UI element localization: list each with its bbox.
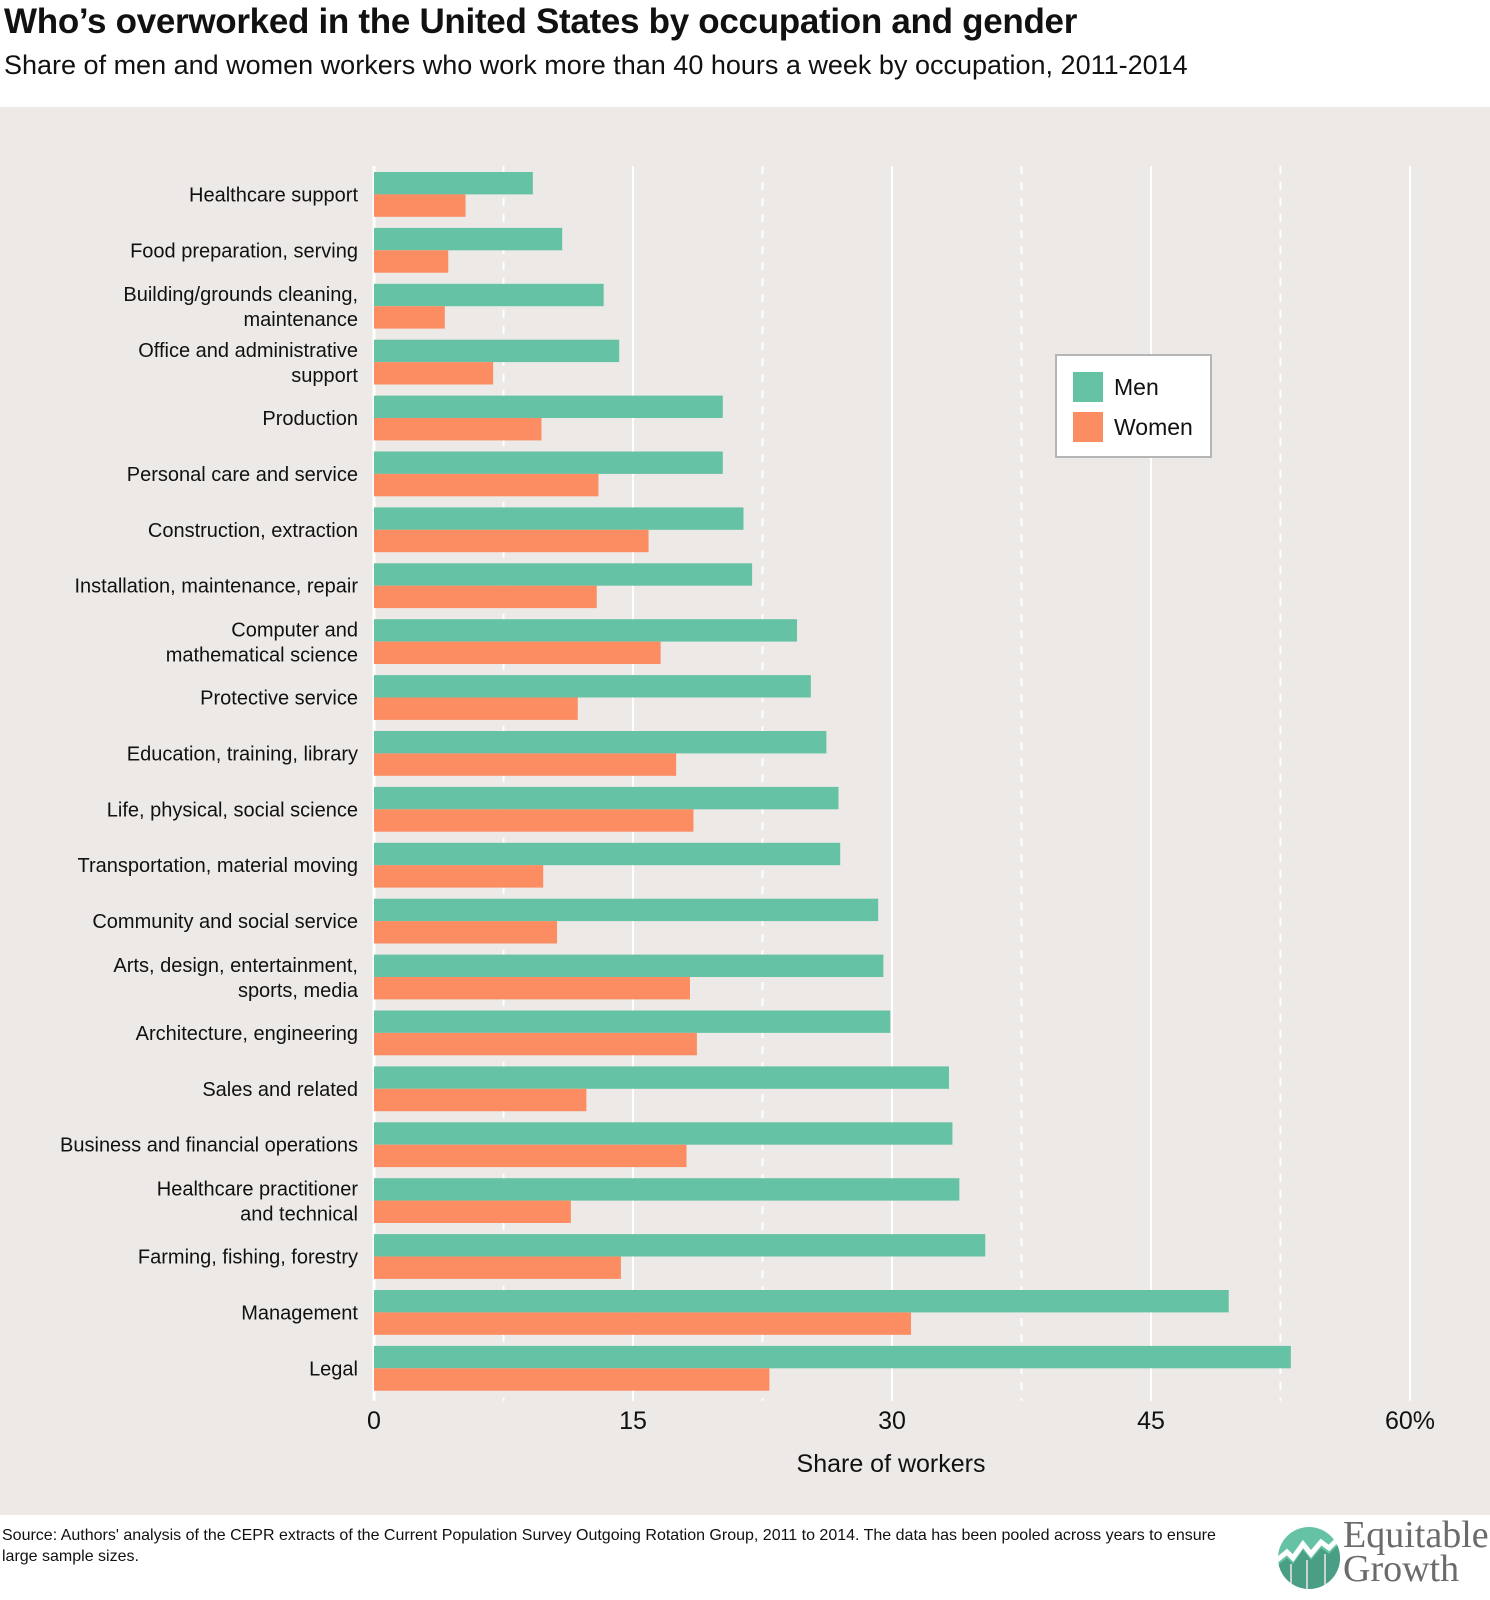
legend-label-women: Women	[1114, 414, 1193, 440]
category-label: Personal care and service	[127, 464, 358, 486]
category-label: Office and administrative support	[138, 340, 358, 387]
bar-women	[374, 529, 649, 553]
legend: Men Women	[1055, 354, 1212, 458]
bar-men	[374, 898, 879, 922]
chart-subtitle: Share of men and women workers who work …	[4, 50, 1188, 80]
category-label-line: Building/grounds cleaning,	[123, 284, 358, 306]
bar-women	[374, 362, 494, 385]
bar-women	[374, 1088, 587, 1112]
category-label: Sales and related	[202, 1079, 358, 1101]
category-label-line: Computer and	[231, 620, 358, 642]
bar-women	[374, 1368, 770, 1391]
category-label: Legal	[309, 1358, 358, 1380]
category-label: Transportation, material moving	[78, 855, 359, 877]
bar-women	[374, 306, 445, 329]
chart-title: Who’s overworked in the United States by…	[4, 2, 1078, 41]
source-note: Source: Authors' analysis of the CEPR ex…	[2, 1527, 1216, 1565]
bars	[374, 172, 1291, 1391]
bar-men	[374, 1345, 1291, 1369]
bar-women	[374, 418, 542, 441]
bar-women	[374, 697, 578, 720]
bar-women	[374, 250, 449, 273]
bar-women	[374, 585, 597, 609]
category-label: Community and social service	[92, 911, 358, 933]
bar-women	[374, 809, 694, 832]
bar-women	[374, 1200, 571, 1223]
category-label: Management	[241, 1302, 358, 1324]
category-label-line: Healthcare practitioner	[157, 1179, 359, 1201]
category-label: Production	[262, 408, 358, 430]
category-label: Construction, extraction	[148, 520, 358, 542]
bar-men	[374, 227, 563, 251]
equitable-growth-logo: Equitable Growth	[1277, 1516, 1489, 1594]
bar-men	[374, 675, 811, 698]
bar-men	[374, 1122, 953, 1145]
bar-women	[374, 921, 558, 944]
category-labels: Healthcare support Food preparation, serv…	[60, 184, 359, 1380]
bar-men	[374, 1234, 986, 1257]
bar-women	[374, 977, 690, 1000]
category-label: Computer and mathematical science	[166, 620, 358, 667]
legend-swatch-men	[1073, 372, 1103, 402]
bar-women	[374, 1032, 697, 1056]
bar-women	[374, 1256, 621, 1279]
category-label-line: mathematical science	[166, 645, 358, 667]
bar-men	[374, 1178, 960, 1201]
x-tick-label: 45	[1137, 1407, 1165, 1435]
x-tick-label: 15	[619, 1407, 647, 1435]
bar-men	[374, 731, 827, 754]
bar-men	[374, 1010, 891, 1033]
category-label: Food preparation, serving	[130, 240, 358, 262]
logo-text-equitable: Equitable	[1343, 1514, 1489, 1556]
category-label-line: support	[291, 365, 358, 387]
bar-men	[374, 1290, 1229, 1313]
bar-men	[374, 395, 723, 418]
category-label: Building/grounds cleaning, maintenance	[123, 284, 358, 331]
bar-men	[374, 507, 744, 530]
bar-women	[374, 1312, 911, 1335]
x-tick-label: 60%	[1385, 1407, 1435, 1435]
chart-panel	[0, 107, 1490, 1515]
bar-women	[374, 1144, 687, 1168]
bar-men	[374, 563, 753, 586]
category-label: Education, training, library	[127, 743, 358, 765]
bar-men	[374, 842, 841, 866]
category-label-line: maintenance	[243, 309, 358, 331]
x-tick-label: 30	[878, 1407, 906, 1435]
bar-women	[374, 753, 677, 776]
category-label-line: Office and administrative	[138, 340, 358, 362]
bar-men	[374, 786, 839, 810]
category-label-line: Arts, design, entertainment,	[113, 955, 358, 977]
category-label: Installation, maintenance, repair	[75, 576, 359, 598]
x-axis-title: Share of workers	[797, 1450, 986, 1478]
category-label-line: sports, media	[238, 980, 359, 1002]
bar-men	[374, 954, 884, 977]
category-label: Life, physical, social science	[107, 799, 358, 821]
bar-men	[374, 619, 798, 642]
legend-label-men: Men	[1114, 374, 1159, 400]
bar-women	[374, 641, 661, 664]
category-label: Healthcare support	[189, 184, 358, 206]
bar-women	[374, 194, 466, 217]
bar-women	[374, 473, 599, 497]
category-label: Architecture, engineering	[136, 1023, 358, 1045]
growth-chart-circle-icon	[1278, 1527, 1340, 1589]
x-tick-labels: 0 15 30 45 60%	[367, 1407, 1435, 1435]
category-label: Healthcare practitioner and technical	[157, 1179, 359, 1226]
category-label: Farming, fishing, forestry	[138, 1247, 358, 1269]
bar-men	[374, 451, 723, 474]
category-label: Protective service	[200, 688, 358, 710]
bar-men	[374, 1066, 949, 1089]
category-label-line: and technical	[240, 1204, 358, 1226]
bar-women	[374, 865, 544, 888]
category-label: Business and financial operations	[60, 1135, 358, 1157]
legend-swatch-women	[1073, 412, 1103, 442]
bar-men	[374, 283, 604, 307]
x-tick-label: 0	[367, 1407, 381, 1435]
logo-text-growth: Growth	[1343, 1548, 1460, 1590]
category-label: Arts, design, entertainment, sports, medi…	[113, 955, 358, 1002]
bar-men	[374, 172, 533, 195]
bar-men	[374, 339, 620, 363]
